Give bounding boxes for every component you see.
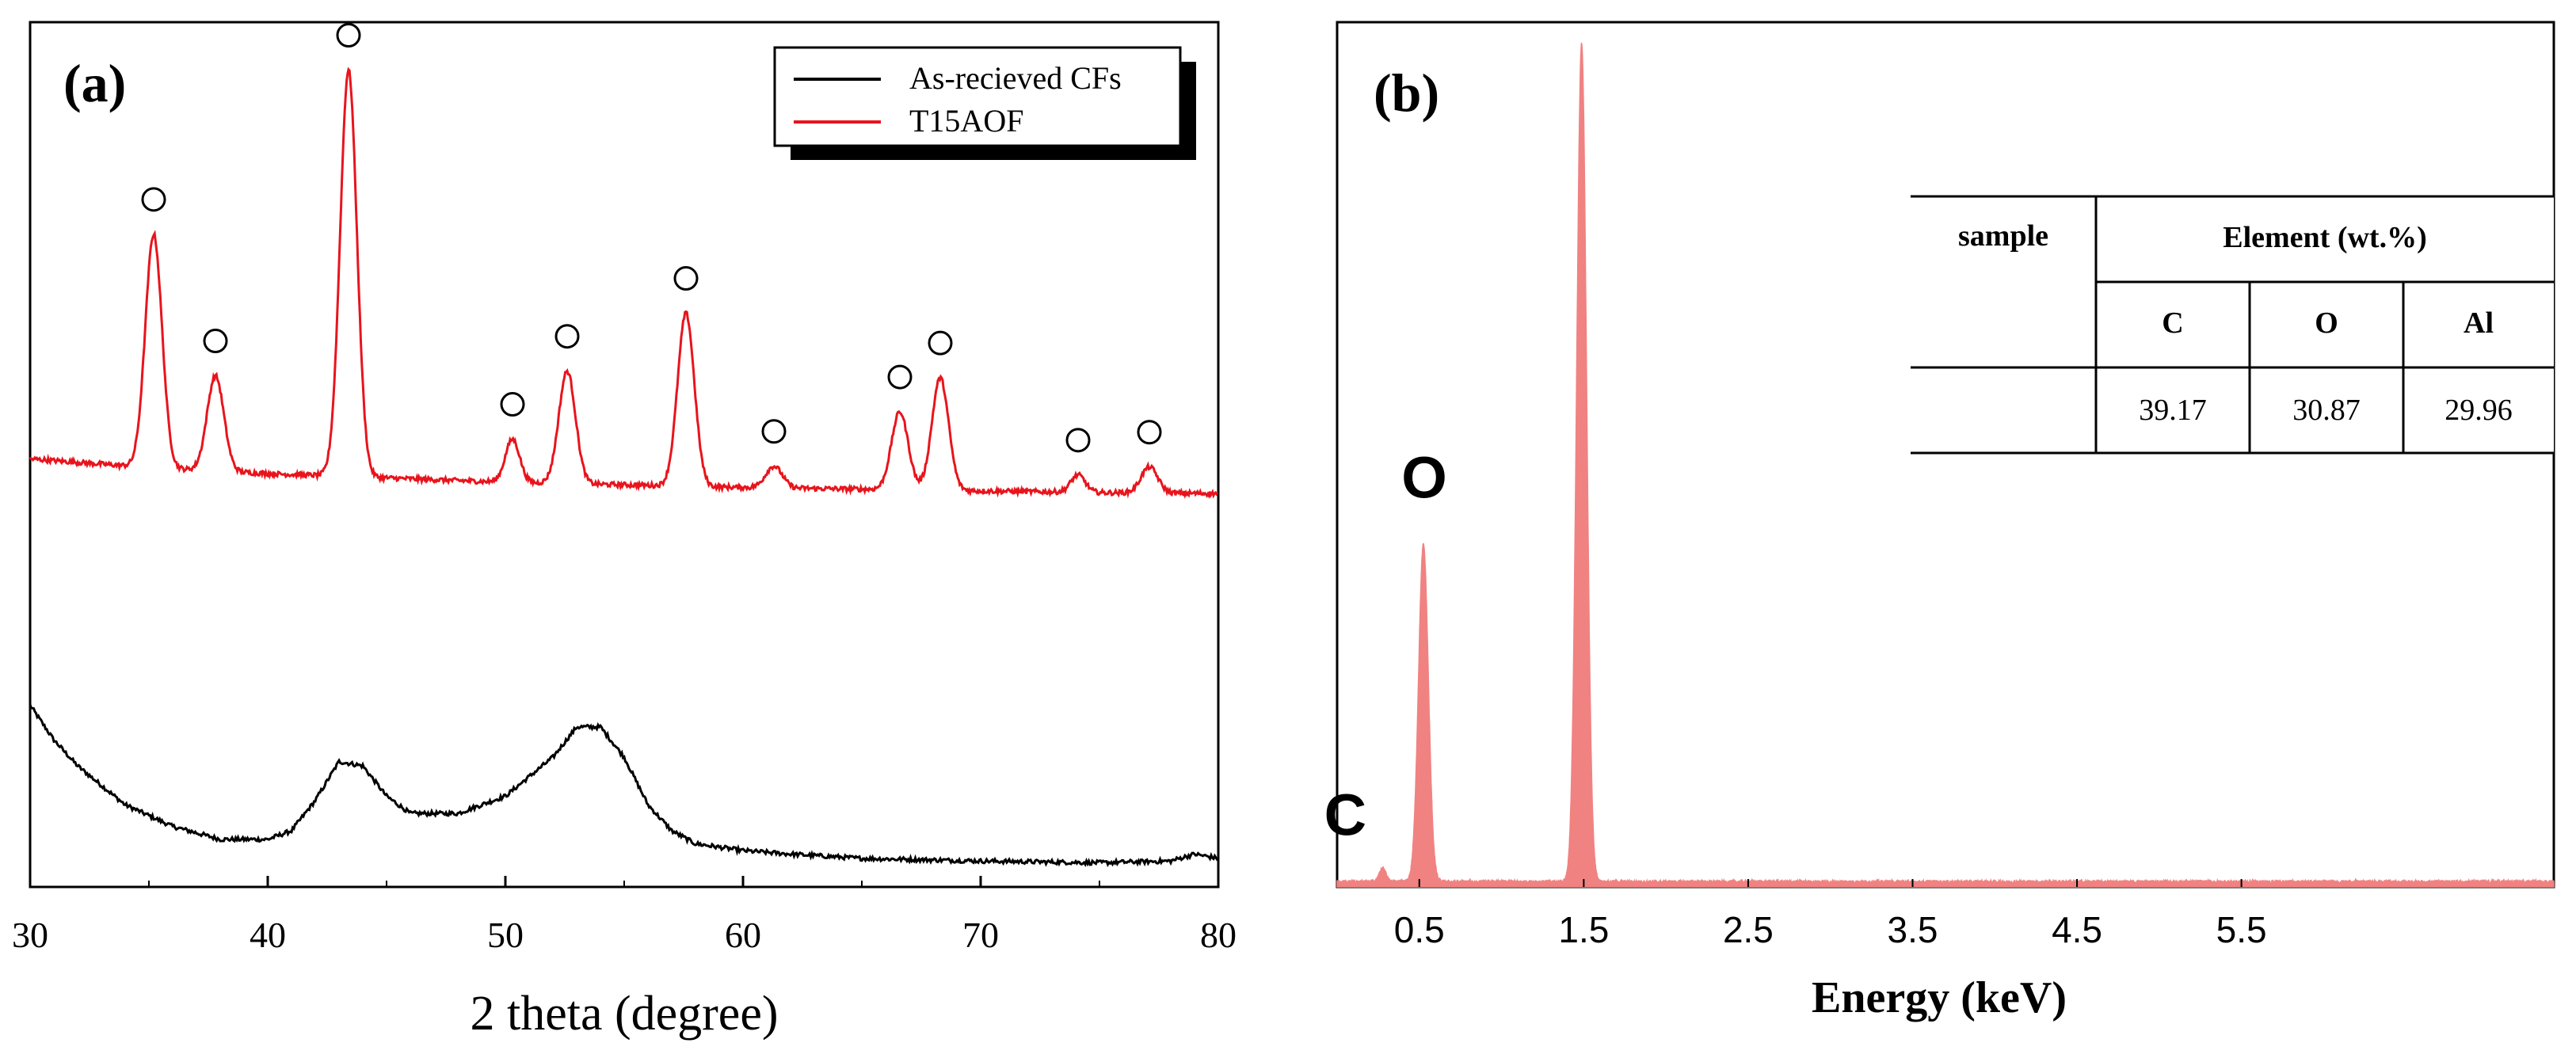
x-tick-label: 1.5 bbox=[1558, 909, 1609, 950]
table-col-o: O bbox=[2315, 306, 2338, 340]
panel-a-peak-markers bbox=[141, 22, 1162, 453]
eds-spectrum bbox=[1336, 42, 2555, 888]
x-tick-label: 30 bbox=[12, 915, 48, 955]
x-tick-label: 50 bbox=[487, 915, 524, 955]
panel-b-label: (b) bbox=[1374, 63, 1439, 123]
peak-label-c: C bbox=[1324, 782, 1366, 847]
x-tick-label: 2.5 bbox=[1723, 909, 1774, 950]
table-col-c: C bbox=[2162, 306, 2183, 340]
panel-a-x-axis-ticks: 30 40 50 60 70 80 bbox=[12, 876, 1237, 955]
composition-table: sample Element (wt.%) C O Al 39.17 30.87… bbox=[1911, 195, 2554, 455]
legend-label-as-received: As-recieved CFs bbox=[909, 60, 1122, 96]
legend-label-t15aof: T15AOF bbox=[909, 103, 1023, 139]
table-background bbox=[1911, 196, 2554, 453]
table-value-o: 30.87 bbox=[2292, 394, 2361, 427]
series-t15aof bbox=[29, 67, 1219, 499]
peak-marker bbox=[554, 324, 580, 349]
panel-a-label: (a) bbox=[63, 53, 126, 113]
panel-b-peak-labels: C O Al bbox=[1324, 0, 1605, 847]
panel-a-legend: As-recieved CFs T15AOF bbox=[773, 46, 1196, 160]
panel-b-spectrum bbox=[1336, 42, 2555, 888]
x-tick-label: 80 bbox=[1200, 915, 1237, 955]
peak-marker bbox=[500, 392, 525, 417]
x-tick-label: 40 bbox=[250, 915, 286, 955]
panel-b-eds-chart: 0.5 1.5 2.5 3.5 4.5 5.5 C O Al (b) Energy (keV)… bbox=[1324, 0, 2555, 1022]
x-tick-label: 70 bbox=[962, 915, 999, 955]
table-header-sample: sample bbox=[1958, 219, 2048, 253]
table-header-element: Element (wt.%) bbox=[2223, 221, 2426, 254]
x-tick-label: 60 bbox=[725, 915, 761, 955]
peak-marker bbox=[203, 329, 228, 354]
series-as-received-cfs bbox=[29, 704, 1219, 868]
peak-label-o: O bbox=[1401, 445, 1447, 511]
panel-b-x-axis-ticks: 0.5 1.5 2.5 3.5 4.5 5.5 bbox=[1394, 879, 2267, 950]
peak-marker bbox=[141, 187, 166, 212]
panel-b-x-axis-title: Energy (keV) bbox=[1812, 973, 2067, 1022]
table-value-al: 29.96 bbox=[2445, 394, 2513, 427]
peak-label-al: Al bbox=[1546, 0, 1605, 9]
peak-marker bbox=[887, 364, 913, 390]
peak-marker bbox=[928, 330, 953, 356]
peak-marker bbox=[336, 22, 361, 48]
panel-a-x-axis-title: 2 theta (degree) bbox=[471, 987, 779, 1041]
x-tick-label: 0.5 bbox=[1394, 909, 1445, 950]
table-value-c: 39.17 bbox=[2139, 394, 2207, 427]
peak-marker bbox=[673, 266, 699, 291]
panel-a-series bbox=[29, 67, 1219, 868]
legend-box bbox=[773, 46, 1182, 147]
panel-b-plot-frame bbox=[1336, 21, 2555, 889]
x-tick-label: 3.5 bbox=[1888, 909, 1938, 950]
x-tick-label: 5.5 bbox=[2216, 909, 2267, 950]
peak-marker bbox=[761, 419, 787, 444]
table-col-al: Al bbox=[2464, 306, 2494, 340]
x-tick-label: 4.5 bbox=[2052, 909, 2102, 950]
peak-marker bbox=[1137, 420, 1162, 445]
peak-marker bbox=[1065, 428, 1091, 453]
panel-a-xrd-chart: 30 40 50 60 70 80 (a) 2 theta (degree) As-rec… bbox=[12, 21, 1237, 1041]
